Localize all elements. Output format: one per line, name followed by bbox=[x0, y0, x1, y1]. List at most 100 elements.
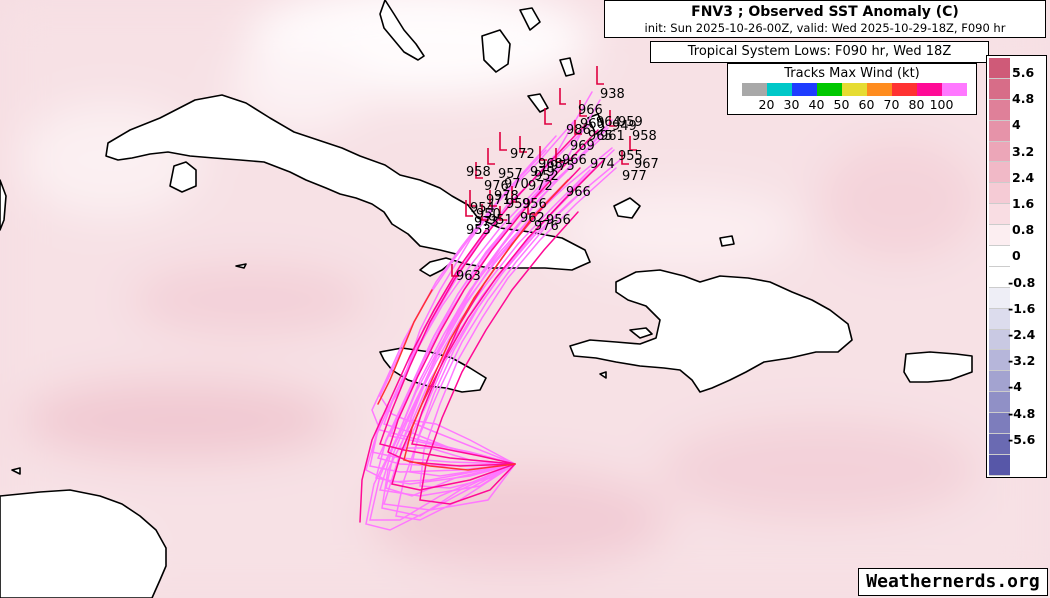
colorbar-tick: -0.8 bbox=[1008, 274, 1036, 290]
pressure-label: 971 bbox=[486, 193, 511, 208]
pressure-label: 956 bbox=[546, 213, 571, 228]
title-panel: FNV3 ; Observed SST Anomaly (C) init: Su… bbox=[604, 0, 1046, 38]
pressure-label: 955 bbox=[618, 149, 643, 164]
pressure-label: 974 bbox=[590, 157, 615, 172]
map-title: FNV3 ; Observed SST Anomaly (C) bbox=[691, 4, 959, 20]
wind-swatch bbox=[767, 83, 792, 96]
pressure-label: 956 bbox=[522, 197, 547, 212]
land-outlines bbox=[0, 0, 973, 598]
colorbar-cell bbox=[989, 78, 1010, 100]
hispaniola-outline bbox=[569, 269, 853, 393]
colorbar-cell bbox=[989, 329, 1010, 351]
pressure-label: 957 bbox=[498, 167, 523, 182]
wind-label: 100 bbox=[929, 97, 954, 112]
pressure-label: 964 bbox=[596, 115, 621, 130]
colorbar-cell bbox=[989, 350, 1010, 372]
pressure-label: 977 bbox=[622, 169, 647, 184]
lows-label: Tropical System Lows: F090 hr, Wed 18Z bbox=[650, 41, 989, 63]
pressure-label: 952 bbox=[534, 169, 559, 184]
wind-swatch bbox=[917, 83, 942, 96]
wind-swatch bbox=[842, 83, 867, 96]
colorbar-cell bbox=[989, 454, 1010, 476]
wind-label: 30 bbox=[783, 97, 800, 112]
pressure-label: 972 bbox=[528, 179, 553, 194]
wind-label: 80 bbox=[908, 97, 925, 112]
map-subtitle: init: Sun 2025-10-26-00Z, valid: Wed 202… bbox=[644, 21, 1006, 35]
colorbar-cell bbox=[989, 392, 1010, 414]
pressure-label: 949 bbox=[612, 119, 637, 134]
pressure-label: 958 bbox=[466, 165, 491, 180]
pressure-label: 960 bbox=[580, 117, 605, 132]
wind-swatches bbox=[742, 83, 967, 96]
wind-label: 20 bbox=[758, 97, 775, 112]
pressure-label: 967 bbox=[634, 157, 659, 172]
credit-label: Weathernerds.org bbox=[858, 568, 1048, 596]
inagua-outline bbox=[613, 197, 641, 219]
turks bbox=[719, 235, 735, 247]
wind-label: 70 bbox=[883, 97, 900, 112]
pressure-label: 973 bbox=[474, 215, 499, 230]
wind-label: 40 bbox=[808, 97, 825, 112]
pressure-label: 965 bbox=[588, 129, 613, 144]
colorbar-tick: 4.8 bbox=[1012, 91, 1035, 107]
colorbar-tick: -4 bbox=[1008, 379, 1022, 395]
colorbar-cell bbox=[989, 99, 1010, 121]
pressure-labels: 938 966 959 949 958 967 977 974 955 972 … bbox=[456, 87, 659, 284]
pressure-label: 966 bbox=[566, 185, 591, 200]
sst-colorbar: 5.6 4.8 4 3.2 2.4 1.6 0.8 0 -0.8 -1.6 -2.4 -3.2 -4 -4… bbox=[986, 55, 1047, 478]
wind-swatch bbox=[867, 83, 892, 96]
colorbar-cell bbox=[989, 162, 1010, 184]
pressure-label: 963 bbox=[456, 269, 481, 284]
long-island bbox=[587, 113, 605, 135]
florida-outline bbox=[379, 0, 425, 61]
pressure-label: 950 bbox=[476, 207, 501, 222]
pressure-label: 976 bbox=[534, 219, 559, 234]
pressure-label: 966 bbox=[562, 153, 587, 168]
cayman-1 bbox=[235, 263, 247, 269]
pressure-label: 954 bbox=[470, 201, 495, 216]
pressure-label: 959 bbox=[506, 197, 531, 212]
navassa bbox=[599, 371, 607, 379]
central-america-outline bbox=[0, 489, 167, 598]
low-markers bbox=[451, 66, 637, 277]
pressure-label: 979 bbox=[530, 165, 555, 180]
colorbar-cell bbox=[989, 371, 1010, 393]
pressure-label: 966 bbox=[578, 103, 603, 118]
colorbar-tick: -2.4 bbox=[1008, 327, 1036, 342]
wind-legend-title: Tracks Max Wind (kt) bbox=[784, 66, 920, 81]
colorbar-cell bbox=[989, 120, 1010, 142]
wind-swatch bbox=[942, 83, 967, 96]
pressure-label: 972 bbox=[510, 147, 535, 162]
colorbar-tick: 3.2 bbox=[1012, 143, 1035, 159]
wind-labels: 20 30 40 50 60 70 80 100 bbox=[742, 97, 954, 113]
isle-of-youth-outline bbox=[169, 161, 197, 193]
wind-swatch bbox=[817, 83, 842, 96]
colorbar-cell bbox=[989, 246, 1010, 267]
colorbar-tick: 4 bbox=[1012, 117, 1021, 133]
wind-label: 50 bbox=[833, 97, 850, 112]
colorbar-tick: 0 bbox=[1012, 248, 1021, 264]
pressure-label: 951 bbox=[488, 213, 513, 228]
pressure-label: 976 bbox=[484, 179, 509, 194]
colorbar-tick: -1.6 bbox=[1008, 300, 1036, 316]
colorbar-cell bbox=[989, 287, 1010, 309]
pressure-label: 975 bbox=[550, 159, 575, 174]
pressure-label: 968 bbox=[538, 157, 563, 172]
san-andres bbox=[11, 467, 21, 475]
pressure-label: 970 bbox=[504, 177, 529, 192]
pressure-label: 978 bbox=[494, 189, 519, 204]
cuba-outline bbox=[105, 94, 591, 277]
colorbar-cell bbox=[989, 308, 1010, 330]
pressure-label: 961 bbox=[600, 129, 625, 144]
gonave-outline bbox=[629, 327, 653, 339]
colorbar-cell bbox=[989, 183, 1010, 205]
andros-outline bbox=[481, 29, 511, 73]
track-lines bbox=[359, 91, 621, 531]
wind-swatch bbox=[792, 83, 817, 96]
colorbar-tick: 5.6 bbox=[1012, 65, 1035, 80]
colorbar-tick: 2.4 bbox=[1012, 169, 1035, 185]
colorbar-tick: -3.2 bbox=[1008, 353, 1036, 369]
pressure-label: 986 bbox=[566, 123, 591, 138]
pressure-label: 958 bbox=[632, 129, 657, 144]
puerto-rico-outline bbox=[903, 351, 973, 383]
